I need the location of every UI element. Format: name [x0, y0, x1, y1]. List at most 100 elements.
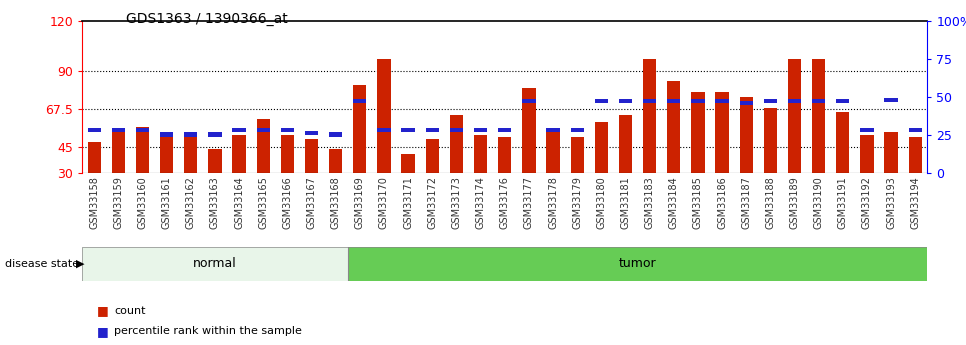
Bar [547, 128, 559, 132]
Bar [643, 59, 656, 172]
Text: GSM33172: GSM33172 [427, 176, 438, 229]
Bar [885, 98, 897, 102]
Bar [668, 81, 680, 172]
Bar [619, 99, 632, 103]
Bar [837, 99, 849, 103]
Bar [740, 97, 753, 172]
Bar [909, 137, 922, 172]
Text: GSM33186: GSM33186 [717, 176, 727, 229]
Bar [402, 128, 414, 132]
Bar [136, 127, 149, 172]
Text: GSM33185: GSM33185 [693, 176, 703, 229]
Bar [764, 108, 777, 172]
Bar [571, 137, 583, 172]
Text: GSM33191: GSM33191 [838, 176, 848, 229]
Bar [281, 128, 294, 132]
Text: GSM33177: GSM33177 [524, 176, 534, 229]
Text: GSM33161: GSM33161 [161, 176, 172, 229]
Bar [82, 247, 348, 281]
Text: GSM33178: GSM33178 [548, 176, 558, 229]
Bar [378, 128, 390, 132]
Bar [329, 132, 342, 137]
Text: GSM33164: GSM33164 [234, 176, 244, 229]
Bar [764, 99, 777, 103]
Text: GSM33192: GSM33192 [862, 176, 872, 229]
Bar [88, 142, 100, 172]
Bar [209, 132, 221, 137]
Text: GSM33162: GSM33162 [185, 176, 196, 229]
Text: GSM33170: GSM33170 [379, 176, 389, 229]
Bar [88, 128, 100, 132]
Bar [523, 99, 535, 103]
Text: GSM33166: GSM33166 [282, 176, 293, 229]
Text: ▶: ▶ [76, 259, 85, 269]
Bar [788, 59, 801, 172]
Bar [595, 122, 608, 172]
Bar [498, 128, 511, 132]
Bar [257, 128, 270, 132]
Bar [498, 137, 511, 172]
Bar [812, 59, 825, 172]
Bar [426, 128, 439, 132]
Text: count: count [114, 306, 146, 315]
Text: normal: normal [193, 257, 237, 270]
Bar [692, 91, 704, 172]
Bar [257, 119, 270, 172]
Bar [474, 135, 487, 172]
Text: GSM33188: GSM33188 [765, 176, 776, 229]
Bar [305, 139, 318, 172]
Bar [885, 132, 897, 172]
Text: GSM33160: GSM33160 [137, 176, 148, 229]
Text: GSM33179: GSM33179 [572, 176, 582, 229]
Bar [185, 137, 197, 172]
Bar [450, 115, 463, 172]
Bar [281, 135, 294, 172]
Bar [136, 128, 149, 132]
Text: ■: ■ [97, 325, 108, 338]
Bar [909, 128, 922, 132]
Text: GSM33190: GSM33190 [813, 176, 824, 229]
Text: GSM33183: GSM33183 [644, 176, 655, 229]
Text: GSM33159: GSM33159 [113, 176, 124, 229]
Text: tumor: tumor [619, 257, 656, 270]
Bar [354, 99, 366, 103]
Bar [595, 99, 608, 103]
Text: GSM33167: GSM33167 [306, 176, 317, 229]
Bar [571, 128, 583, 132]
Bar [547, 129, 559, 172]
Bar [329, 149, 342, 172]
Text: percentile rank within the sample: percentile rank within the sample [114, 326, 301, 336]
Bar [160, 132, 173, 137]
Text: GSM33176: GSM33176 [499, 176, 510, 229]
Bar [812, 99, 825, 103]
Bar [209, 149, 221, 172]
Bar [233, 135, 245, 172]
Bar [378, 59, 390, 172]
Text: GSM33174: GSM33174 [475, 176, 486, 229]
Text: ■: ■ [97, 304, 108, 317]
Bar [643, 99, 656, 103]
Bar [740, 100, 753, 105]
Bar [523, 88, 535, 172]
Bar [185, 132, 197, 137]
Bar [354, 85, 366, 172]
Text: disease state: disease state [5, 259, 79, 269]
Bar [112, 128, 125, 132]
Text: GSM33168: GSM33168 [330, 176, 341, 229]
Bar [861, 128, 873, 132]
Text: GSM33158: GSM33158 [89, 176, 99, 229]
Text: GDS1363 / 1390366_at: GDS1363 / 1390366_at [126, 12, 287, 26]
Bar [233, 128, 245, 132]
Text: GSM33187: GSM33187 [741, 176, 752, 229]
Bar [426, 139, 439, 172]
Text: GSM33181: GSM33181 [620, 176, 631, 229]
Bar [160, 134, 173, 172]
Text: GSM33184: GSM33184 [668, 176, 679, 229]
Text: GSM33194: GSM33194 [910, 176, 921, 229]
Bar [837, 112, 849, 172]
Text: GSM33173: GSM33173 [451, 176, 462, 229]
Bar [861, 135, 873, 172]
Text: GSM33193: GSM33193 [886, 176, 896, 229]
Bar [692, 99, 704, 103]
Bar [348, 247, 927, 281]
